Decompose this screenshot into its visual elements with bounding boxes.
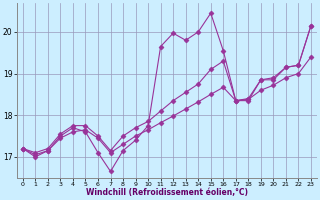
X-axis label: Windchill (Refroidissement éolien,°C): Windchill (Refroidissement éolien,°C) (86, 188, 248, 197)
